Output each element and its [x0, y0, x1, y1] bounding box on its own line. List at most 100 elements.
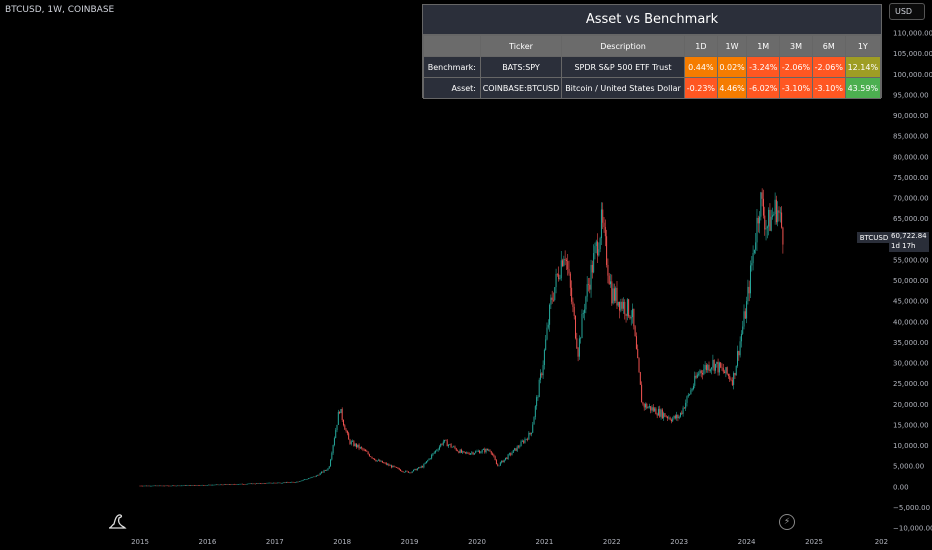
candle-body [197, 485, 199, 486]
candle-body [367, 451, 369, 455]
candle-body [419, 467, 421, 468]
candle-body [337, 411, 339, 425]
candle-body [692, 385, 694, 389]
candle-body [466, 452, 468, 454]
candle-body [276, 482, 278, 484]
candle-body [565, 259, 567, 262]
candle-body [199, 485, 201, 486]
candle-body [374, 458, 376, 461]
candle-body [525, 438, 527, 440]
candle-body [555, 273, 557, 288]
candle-body [642, 402, 644, 404]
candle-body [262, 483, 264, 484]
candle-body [365, 449, 367, 452]
candle-body [508, 453, 510, 455]
candle-body [196, 485, 198, 486]
candle-body [600, 209, 602, 239]
candle-body [540, 373, 542, 380]
candle-body [317, 475, 319, 476]
candle-body [770, 216, 772, 231]
candle-body [568, 269, 570, 274]
candle-body [324, 470, 326, 471]
candle-body [637, 348, 639, 359]
candle-body [412, 469, 414, 472]
candle-body [287, 482, 289, 483]
candle-body [261, 483, 263, 485]
candle-body [503, 459, 505, 463]
lightning-icon[interactable]: ⚡ [779, 514, 795, 530]
candle-body [464, 452, 466, 453]
candle-body [358, 444, 360, 449]
candle-body [512, 449, 514, 453]
candle-body [709, 369, 711, 372]
candle-body [546, 327, 548, 340]
candle-body [149, 485, 151, 487]
candle-body [438, 446, 440, 450]
candle-body [366, 451, 368, 452]
candle-body [704, 365, 706, 370]
candle-body [549, 304, 551, 325]
candle-body [687, 394, 689, 397]
candle-body [672, 418, 674, 422]
candle-body [506, 457, 508, 459]
candle-body [423, 464, 425, 468]
x-tick-label: 2024 [738, 538, 756, 546]
candle-body [236, 484, 238, 485]
candle-body [156, 485, 158, 487]
y-axis: 110,000.00 105,000.00 100,000.00 95,000.00 9… [893, 30, 932, 533]
value-cell: 12.14% [844, 56, 882, 78]
candle-body [674, 415, 676, 419]
candle-body [559, 278, 561, 280]
currency-button[interactable]: USD [889, 3, 925, 20]
table-title: Asset vs Benchmark [423, 5, 881, 35]
candle-body [594, 246, 596, 254]
candle-body [143, 485, 145, 487]
candle-body [295, 482, 297, 484]
candle-body [243, 484, 245, 485]
candle-body [432, 453, 434, 455]
table-row: Benchmark: BATS:SPY SPDR S&P 500 ETF Tru… [423, 56, 882, 78]
y-tick-label: 90,000.00 [893, 112, 929, 120]
candle-body [314, 476, 316, 478]
candle-body [505, 457, 507, 460]
candle-body [414, 468, 416, 470]
candle-body [624, 301, 626, 315]
candle-body [263, 483, 265, 484]
candle-body [542, 365, 544, 376]
candle-body [429, 458, 431, 460]
candle-body [145, 485, 147, 487]
x-tick-label: 2020 [468, 538, 486, 546]
candle-body [396, 466, 398, 468]
candle-body [454, 446, 456, 449]
candle-body [180, 485, 182, 487]
candle-body [446, 440, 448, 447]
candle-body [705, 365, 707, 371]
candle-body [490, 451, 492, 454]
candle-body [620, 301, 622, 311]
description-cell: SPDR S&P 500 ETF Trust [561, 56, 685, 78]
candle-body [615, 287, 617, 301]
candle-body [160, 485, 162, 487]
candle-body [742, 326, 744, 334]
candle-body [635, 336, 637, 349]
candle-body [139, 485, 141, 487]
candle-body [699, 370, 701, 374]
candle-body [686, 396, 688, 403]
candle-body [587, 284, 589, 285]
candle-body [291, 481, 293, 483]
candle-body [368, 454, 370, 457]
candle-body [774, 199, 776, 215]
candle-body [772, 215, 774, 217]
candle-body [352, 441, 354, 442]
candle-body [238, 484, 240, 485]
price-tag-price: 60,722.84 [891, 232, 927, 240]
candle-body [647, 407, 649, 409]
x-tick-label: 2025 [805, 538, 823, 546]
candle-body [219, 484, 221, 486]
candle-body [217, 484, 219, 486]
value-cell: -3.10% [811, 77, 846, 99]
candle-body [482, 449, 484, 450]
candle-body [462, 451, 464, 453]
dinosaur-logo-icon[interactable] [107, 512, 127, 530]
